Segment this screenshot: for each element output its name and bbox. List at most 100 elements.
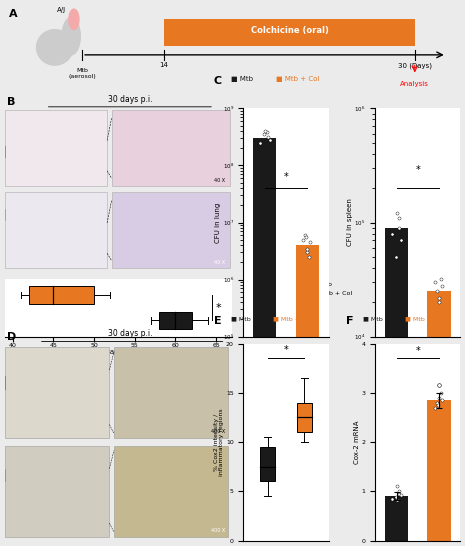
FancyBboxPatch shape (5, 446, 109, 537)
Point (393, 209, 401, 218)
Point (389, 494, 396, 503)
FancyBboxPatch shape (159, 312, 192, 329)
X-axis label: % inflamed area: % inflamed area (90, 349, 147, 355)
Circle shape (69, 9, 79, 29)
Point (389, 229, 396, 238)
Text: 40 X: 40 X (214, 178, 226, 183)
Point (438, 281, 446, 290)
FancyBboxPatch shape (297, 402, 312, 432)
Point (435, 393, 443, 402)
Point (261, 127, 269, 135)
Bar (427, 291, 451, 546)
Y-axis label: CFU in spleen: CFU in spleen (347, 199, 353, 246)
Point (398, 491, 405, 500)
Point (433, 398, 440, 407)
Text: Analysis: Analysis (400, 81, 429, 87)
Text: 30 (Days): 30 (Days) (398, 62, 432, 69)
Text: E: E (214, 316, 221, 326)
Text: ■ Mtb: ■ Mtb (231, 316, 251, 321)
Ellipse shape (37, 29, 73, 65)
Text: B: B (7, 97, 15, 107)
Point (434, 401, 442, 410)
Text: A: A (9, 9, 18, 19)
Point (393, 496, 401, 505)
Text: ■ Mtb: ■ Mtb (363, 316, 382, 321)
Point (257, 138, 264, 147)
Y-axis label: CFU in lung: CFU in lung (215, 203, 221, 242)
Point (392, 252, 399, 261)
Text: ■ Mtb: ■ Mtb (231, 76, 252, 82)
Point (437, 275, 445, 283)
Text: 400 X: 400 X (211, 429, 226, 434)
Text: C: C (214, 76, 222, 86)
Point (431, 278, 438, 287)
Point (431, 403, 438, 412)
Bar (385, 496, 408, 541)
FancyBboxPatch shape (5, 376, 23, 389)
Text: A/J: A/J (57, 7, 66, 13)
FancyBboxPatch shape (114, 347, 228, 438)
Point (264, 132, 271, 141)
FancyBboxPatch shape (112, 193, 230, 269)
Text: 30 days p.i.: 30 days p.i. (107, 94, 152, 104)
FancyBboxPatch shape (5, 209, 23, 220)
Text: *: * (284, 172, 288, 182)
Point (395, 223, 403, 232)
Point (393, 482, 400, 491)
Text: 400 X: 400 X (211, 527, 226, 533)
Text: ■ Mtb + Col: ■ Mtb + Col (273, 316, 312, 321)
Text: *: * (215, 302, 221, 313)
Point (435, 381, 443, 390)
Text: ■ Mtb + Col: ■ Mtb + Col (276, 76, 319, 82)
Point (299, 235, 306, 244)
Point (435, 293, 443, 302)
Point (395, 487, 403, 496)
Point (263, 128, 271, 137)
Point (306, 252, 313, 261)
Point (438, 396, 446, 405)
Point (398, 236, 405, 245)
Point (301, 231, 309, 240)
Point (437, 388, 445, 397)
FancyBboxPatch shape (5, 469, 23, 482)
Point (396, 213, 403, 222)
Legend: Mtb, Mtb + Col: Mtb, Mtb + Col (307, 279, 354, 298)
Point (266, 135, 273, 144)
Point (304, 248, 311, 257)
Bar (296, 245, 319, 546)
FancyBboxPatch shape (5, 347, 109, 438)
Text: *: * (415, 346, 420, 356)
Point (396, 489, 403, 498)
Y-axis label: % Cox2 intensity /
inflammatory regions: % Cox2 intensity / inflammatory regions (214, 408, 225, 476)
Point (260, 130, 268, 139)
Text: ■ Mtb + Col: ■ Mtb + Col (405, 316, 444, 321)
Text: D: D (7, 331, 16, 342)
Bar (385, 228, 408, 546)
Point (435, 298, 443, 307)
Text: F: F (345, 316, 353, 326)
Text: Colchicine (oral): Colchicine (oral) (251, 26, 328, 35)
Circle shape (62, 17, 80, 55)
FancyBboxPatch shape (114, 446, 228, 537)
Text: 30 days p.i.: 30 days p.i. (107, 329, 152, 337)
Text: *: * (415, 165, 420, 175)
FancyBboxPatch shape (5, 193, 107, 269)
FancyBboxPatch shape (260, 447, 275, 482)
FancyBboxPatch shape (5, 146, 23, 157)
Bar (253, 138, 276, 546)
Text: *: * (284, 345, 288, 355)
Text: Mtb
(aerosol): Mtb (aerosol) (68, 68, 96, 79)
Text: 14: 14 (159, 62, 169, 68)
Point (304, 244, 311, 253)
Text: 40 X: 40 X (214, 260, 226, 265)
Point (433, 287, 440, 295)
Point (302, 233, 310, 242)
Point (306, 238, 314, 247)
FancyBboxPatch shape (112, 110, 230, 186)
FancyBboxPatch shape (29, 286, 94, 304)
Y-axis label: Cox-2 mRNA: Cox-2 mRNA (354, 420, 360, 464)
FancyBboxPatch shape (164, 20, 415, 45)
Point (392, 493, 399, 502)
FancyBboxPatch shape (5, 110, 107, 186)
Bar (427, 400, 451, 541)
